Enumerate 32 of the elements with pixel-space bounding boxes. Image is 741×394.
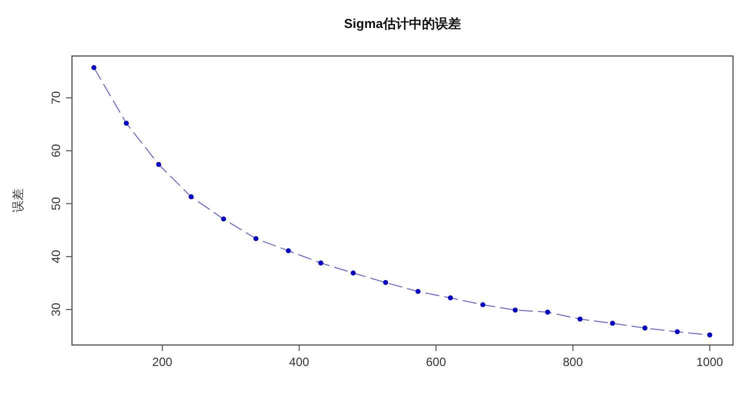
point [480,302,486,308]
point [253,236,258,242]
point [512,308,518,313]
y-axis-title: 误差 [11,188,25,212]
point [156,162,162,168]
x-tick-label: 800 [562,355,584,369]
point [448,295,453,300]
point [91,65,96,70]
point [350,270,356,276]
y-tick-label: 40 [49,250,63,264]
y-tick-label: 30 [49,302,63,316]
x-tick-label: 600 [426,355,446,369]
point [545,310,550,315]
y-tick-label: 50 [49,196,63,210]
x-tick-label: 400 [289,355,310,369]
point [416,289,421,294]
point [124,120,129,126]
point [221,216,226,222]
point [707,332,712,338]
point [642,326,648,331]
point [286,248,291,254]
point [610,320,615,326]
chart-title: Sigma估计中的误差 [344,16,462,31]
x-tick-label: 1000 [696,355,724,369]
y-tick-label: 70 [49,90,63,104]
point [318,260,324,266]
point [383,280,388,286]
point [578,316,583,322]
point [188,194,194,200]
point [674,329,680,334]
x-tick-label: 200 [152,355,173,369]
y-tick-label: 60 [49,144,63,158]
